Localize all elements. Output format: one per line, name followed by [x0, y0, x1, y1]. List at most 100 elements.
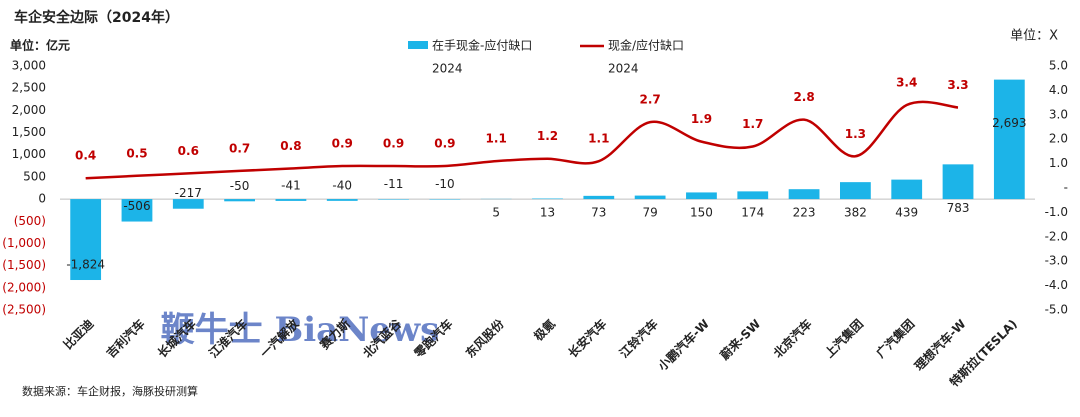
line-label: 0.9 — [332, 137, 353, 151]
line-label: 1.9 — [691, 112, 712, 126]
bar-label: 439 — [895, 206, 918, 220]
x-tick-label: 广汽集团 — [873, 316, 918, 361]
y-tick-label: 3,000 — [12, 59, 46, 73]
bar-label: -10 — [435, 177, 455, 191]
y2-tick-label: -3.0 — [1045, 254, 1068, 268]
y2-tick-label: 1.0 — [1049, 156, 1068, 170]
legend-year: 2024 — [432, 62, 463, 76]
line-label: 3.4 — [896, 76, 917, 90]
bar-label: 2,693 — [992, 116, 1026, 130]
x-tick-label: 东风股份 — [462, 315, 507, 360]
legend-year: 2024 — [608, 62, 639, 76]
bar-label: -506 — [123, 199, 150, 213]
x-tick-label: 蔚来-SW — [717, 316, 764, 363]
line-label: 0.8 — [280, 139, 301, 153]
bar-label: 382 — [844, 206, 867, 220]
line-label: 0.5 — [126, 146, 147, 160]
x-tick-label: 比亚迪 — [60, 316, 96, 352]
y-tick-label: (2,000) — [2, 280, 46, 294]
bar — [583, 195, 615, 200]
chart-title: 车企安全边际（2024年） — [14, 9, 179, 26]
bar — [275, 199, 307, 201]
y2-tick-label: 4.0 — [1049, 83, 1068, 97]
line-label: 1.3 — [845, 127, 866, 141]
bar — [840, 182, 871, 200]
line-label: 0.7 — [229, 141, 250, 155]
bar — [326, 199, 358, 201]
line-label: 1.1 — [486, 132, 507, 146]
source: 数据来源：车企财报，海豚投研测算 — [22, 384, 198, 398]
bar-label: -217 — [175, 186, 202, 200]
x-tick-label: 北京汽车 — [770, 316, 815, 361]
y-tick-label: 1,000 — [12, 147, 46, 161]
watermark: 鞭牛士 BiaNews — [161, 310, 440, 350]
bar — [891, 179, 923, 200]
bar — [788, 189, 820, 200]
y-tick-label: 2,000 — [12, 103, 46, 117]
y2-tick-label: -2.0 — [1045, 229, 1068, 243]
line-label: 2.7 — [639, 93, 660, 107]
y-tick-label: (1,500) — [2, 258, 46, 272]
bar-label: -50 — [230, 179, 250, 193]
y-tick-label: 2,500 — [12, 81, 46, 95]
bar — [686, 192, 717, 200]
y2-tick-label: 3.0 — [1049, 107, 1068, 121]
y-tick-label: (2,500) — [2, 303, 46, 317]
bar — [993, 79, 1025, 200]
line-label: 2.8 — [793, 90, 814, 104]
bar-label: -1,824 — [66, 258, 105, 272]
line-label: 0.6 — [178, 144, 199, 158]
bar-label: -41 — [281, 178, 301, 192]
bar-label: 174 — [741, 206, 764, 220]
bar-label: 783 — [947, 201, 970, 215]
bar — [224, 199, 255, 202]
y2-tick-label: - — [1064, 181, 1068, 195]
y-tick-label: 1,500 — [12, 125, 46, 139]
bar-label: 5 — [492, 206, 500, 220]
line-label: 1.1 — [588, 132, 609, 146]
line-label: 1.7 — [742, 117, 763, 131]
bar — [172, 199, 204, 209]
line-label: 0.9 — [383, 137, 404, 151]
bar — [737, 191, 769, 200]
line — [85, 100, 959, 180]
x-tick-label: 小鹏汽车-W — [655, 316, 712, 373]
y2-tick-label: -5.0 — [1045, 303, 1068, 317]
x-tick-label: 江铃汽车 — [616, 316, 661, 361]
bar-label: 223 — [793, 206, 816, 220]
x-tick-label: 上汽集团 — [821, 316, 866, 361]
line-label: 1.2 — [537, 129, 558, 143]
x-tick-label: 吉利汽车 — [103, 316, 148, 361]
y2-tick-label: 2.0 — [1049, 132, 1068, 146]
y2-tick-label: -1.0 — [1045, 205, 1068, 219]
bar-label: 150 — [690, 206, 713, 220]
y-tick-label: 500 — [23, 169, 46, 183]
bar — [942, 164, 974, 200]
line-label: 0.9 — [434, 137, 455, 151]
bar-label: 13 — [540, 206, 555, 220]
bar-label: 73 — [591, 206, 606, 220]
legend-label: 在手现金-应付缺口 — [432, 38, 532, 53]
legend-swatch — [408, 41, 428, 49]
bar-label: -40 — [332, 178, 352, 192]
bar — [121, 199, 153, 222]
y2-tick-label: 5.0 — [1049, 59, 1068, 73]
x-tick-label: 极氪 — [531, 316, 559, 344]
line-label: 0.4 — [75, 149, 96, 163]
y-tick-label: 0 — [38, 192, 46, 206]
y-tick-label: (500) — [14, 214, 46, 228]
y2-tick-label: -4.0 — [1045, 278, 1068, 292]
bar — [532, 198, 563, 200]
bar-label: 79 — [642, 206, 657, 220]
y-tick-label: (1,000) — [2, 236, 46, 250]
line-label: 3.3 — [947, 78, 968, 92]
bar-label: -11 — [384, 177, 404, 191]
legend-label: 现金/应付缺口 — [608, 38, 684, 53]
x-tick-label: 理想汽车-W — [911, 316, 968, 373]
bar — [634, 195, 666, 200]
x-tick-label: 长安汽车 — [565, 316, 610, 361]
y-unit: 单位：亿元 — [10, 38, 70, 53]
y2-unit: 单位：X — [1010, 29, 1058, 44]
bar — [70, 199, 102, 281]
